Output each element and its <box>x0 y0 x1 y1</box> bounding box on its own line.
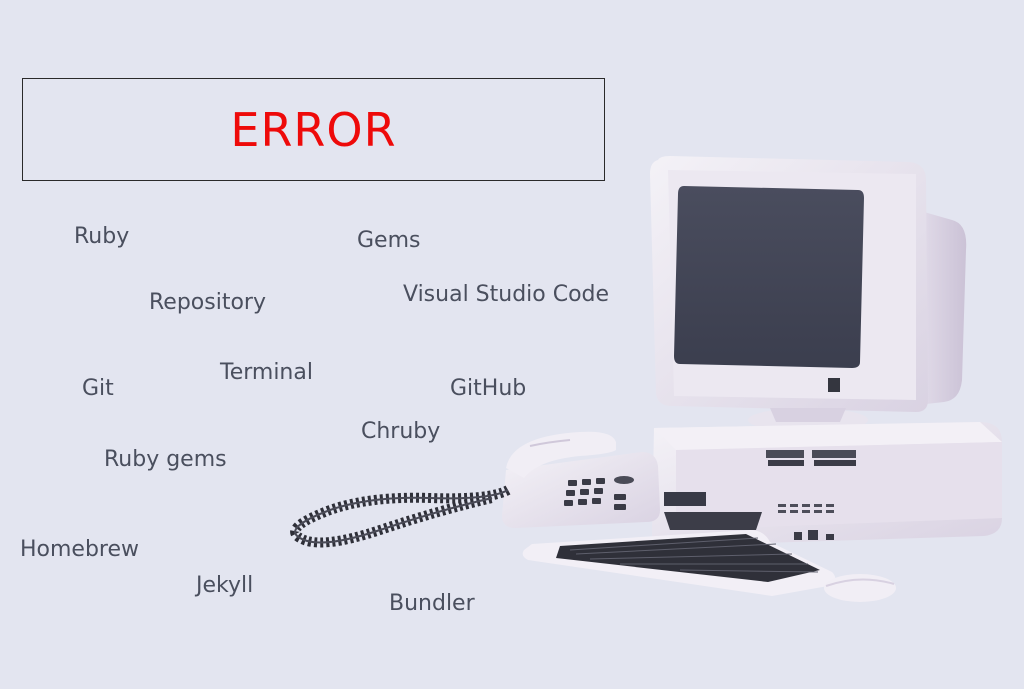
monitor-screen <box>674 186 864 368</box>
keyboard <box>522 530 836 596</box>
retro-computer-illustration <box>290 156 1002 602</box>
keyword-ruby-gems: Ruby gems <box>104 447 227 472</box>
monitor <box>650 156 967 432</box>
keyword-repository: Repository <box>149 290 266 315</box>
keyword-homebrew: Homebrew <box>20 537 140 562</box>
keyword-git: Git <box>82 376 114 401</box>
power-button-icon <box>828 378 840 392</box>
keyword-bundler: Bundler <box>389 591 475 616</box>
desktop-base-unit <box>652 422 1002 546</box>
mouse-icon <box>824 574 896 602</box>
keyword-terminal: Terminal <box>220 360 313 385</box>
keyword-visual-studio-code: Visual Studio Code <box>403 282 610 307</box>
keyword-github: GitHub <box>450 376 527 401</box>
telephone <box>290 431 660 548</box>
error-label: ERROR <box>230 102 397 157</box>
keyword-chruby: Chruby <box>361 419 441 444</box>
keyword-jekyll: Jekyll <box>196 573 254 598</box>
keyword-gems: Gems <box>357 228 421 253</box>
keyword-ruby: Ruby <box>74 224 130 249</box>
error-box: ERROR <box>22 78 605 181</box>
